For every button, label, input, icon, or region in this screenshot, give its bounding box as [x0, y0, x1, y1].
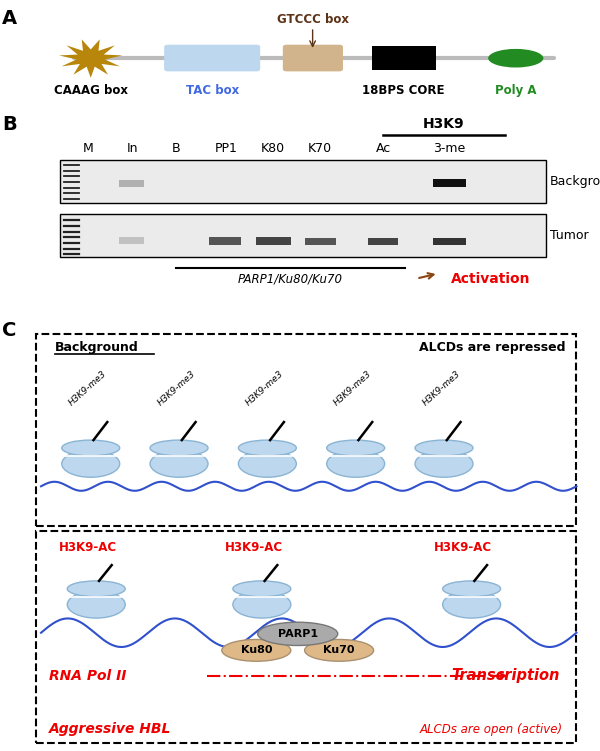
Bar — [209, 237, 241, 245]
Ellipse shape — [327, 440, 385, 456]
Bar — [372, 46, 436, 71]
FancyBboxPatch shape — [164, 44, 260, 71]
Ellipse shape — [233, 581, 291, 596]
Text: PARP1: PARP1 — [278, 629, 318, 639]
Bar — [61, 159, 546, 203]
Ellipse shape — [443, 581, 500, 596]
Text: TAC box: TAC box — [185, 84, 239, 97]
Text: GTCCC box: GTCCC box — [277, 13, 349, 26]
FancyBboxPatch shape — [283, 44, 343, 71]
Ellipse shape — [258, 622, 338, 646]
Text: Ku80: Ku80 — [241, 645, 272, 656]
Text: PP1: PP1 — [215, 142, 238, 155]
Text: 3-me: 3-me — [433, 142, 466, 155]
Ellipse shape — [415, 440, 473, 456]
Ellipse shape — [233, 591, 291, 618]
Bar — [433, 179, 466, 187]
Text: In: In — [127, 142, 138, 155]
Bar — [256, 237, 290, 245]
Text: K80: K80 — [261, 142, 285, 155]
Text: H3K9-me3: H3K9-me3 — [67, 369, 109, 407]
Ellipse shape — [222, 639, 291, 661]
Text: ALCDs are repressed: ALCDs are repressed — [419, 341, 565, 354]
Ellipse shape — [62, 451, 120, 478]
Bar — [119, 180, 144, 187]
Ellipse shape — [327, 451, 385, 478]
Text: Aggressive HBL: Aggressive HBL — [49, 722, 172, 736]
Ellipse shape — [415, 451, 473, 478]
Ellipse shape — [238, 440, 296, 456]
Text: Tumor: Tumor — [550, 229, 589, 243]
Text: 18BPS CORE: 18BPS CORE — [362, 84, 445, 97]
Bar — [433, 237, 466, 245]
Ellipse shape — [150, 451, 208, 478]
Text: B: B — [2, 114, 17, 134]
Text: PARP1/Ku80/Ku70: PARP1/Ku80/Ku70 — [238, 272, 343, 285]
Text: H3K9-me3: H3K9-me3 — [332, 369, 374, 407]
Bar — [35, 334, 577, 526]
Text: Ac: Ac — [376, 142, 391, 155]
Text: A: A — [2, 9, 17, 29]
Text: B: B — [172, 142, 181, 155]
Text: CAAAG box: CAAAG box — [54, 84, 128, 97]
Text: H3K9: H3K9 — [423, 117, 465, 131]
Text: M: M — [83, 142, 94, 155]
Bar — [61, 214, 546, 257]
Text: H3K9-me3: H3K9-me3 — [421, 369, 462, 407]
Text: Transcription: Transcription — [452, 668, 560, 683]
Text: H3K9-me3: H3K9-me3 — [155, 369, 197, 407]
Text: Poly A: Poly A — [495, 84, 536, 97]
Text: ALCDs are open (active): ALCDs are open (active) — [419, 722, 563, 736]
Text: H3K9-me3: H3K9-me3 — [244, 369, 285, 407]
Text: RNA Pol II: RNA Pol II — [49, 669, 127, 683]
Text: H3K9-AC: H3K9-AC — [434, 541, 493, 554]
Bar — [119, 237, 144, 244]
Ellipse shape — [488, 49, 544, 68]
Text: Activation: Activation — [451, 272, 530, 285]
Ellipse shape — [305, 639, 374, 661]
Text: Background: Background — [55, 341, 139, 354]
Ellipse shape — [238, 451, 296, 478]
Ellipse shape — [150, 440, 208, 456]
Bar — [35, 532, 577, 743]
Ellipse shape — [62, 440, 120, 456]
Ellipse shape — [67, 591, 125, 618]
Text: H3K9-AC: H3K9-AC — [224, 541, 283, 554]
Polygon shape — [59, 39, 122, 78]
Text: H3K9-AC: H3K9-AC — [59, 541, 117, 554]
Text: Background: Background — [550, 175, 600, 188]
Bar — [368, 237, 398, 245]
Text: Ku70: Ku70 — [323, 645, 355, 656]
Ellipse shape — [443, 591, 500, 618]
Text: C: C — [2, 321, 17, 340]
Ellipse shape — [67, 581, 125, 596]
Bar — [305, 237, 336, 245]
Text: K70: K70 — [308, 142, 332, 155]
